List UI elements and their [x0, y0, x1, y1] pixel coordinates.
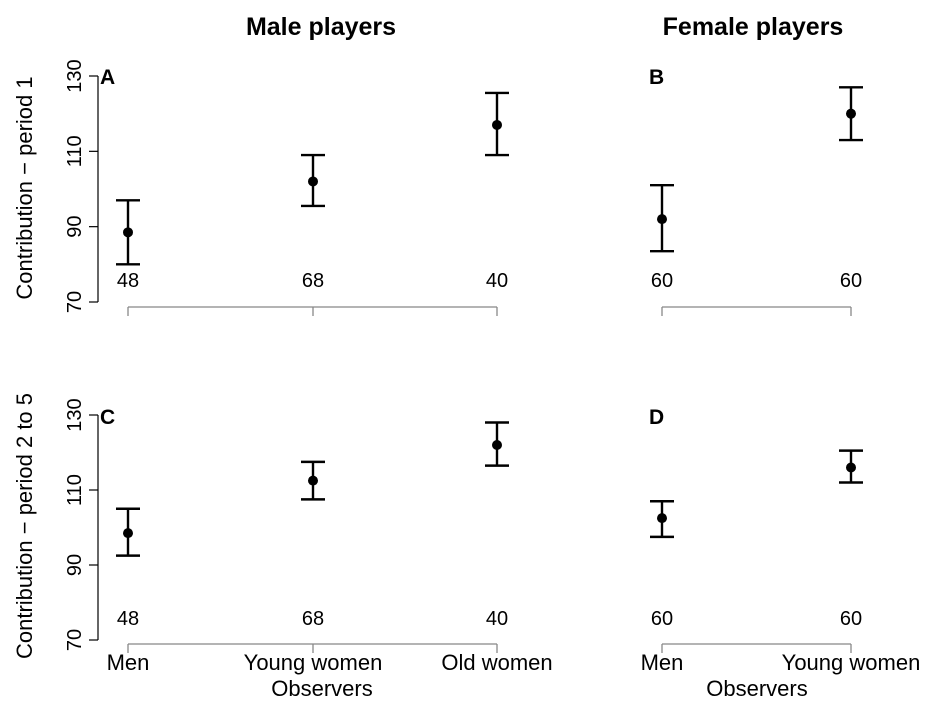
- x-tick-label-c-1: Young women: [244, 650, 383, 675]
- sample-size-label-c-0: 48: [117, 608, 139, 630]
- data-point-c-0: [123, 528, 133, 539]
- y-tick-label-c-110: 110: [64, 474, 86, 506]
- y-axis-label-c: Contribution − period 2 to 5: [12, 393, 37, 659]
- data-point-d-0: [657, 513, 667, 524]
- x-axis-label-c: Observers: [271, 676, 372, 701]
- sample-size-label-a-0: 48: [117, 270, 139, 292]
- x-tick-label-c-2: Old women: [441, 650, 552, 675]
- sample-size-label-c-2: 40: [486, 608, 508, 630]
- data-point-c-2: [492, 440, 502, 450]
- data-point-a-1: [308, 176, 318, 187]
- data-point-a-2: [492, 119, 502, 130]
- panel-a: A 70 90 110 130 Contribution − period 1 48 68 40: [12, 59, 509, 316]
- panel-label-d: D: [649, 406, 664, 429]
- data-point-c-1: [308, 475, 318, 486]
- column-title-male: Male players: [246, 13, 396, 41]
- panel-c: C 70 90 110 130 Contribution − period 2 to 5 4…: [12, 393, 553, 701]
- panel-label-b: B: [649, 66, 664, 89]
- y-tick-label-a-70: 70: [64, 291, 86, 313]
- column-title-female: Female players: [663, 13, 844, 41]
- y-tick-label-c-90: 90: [64, 554, 86, 576]
- x-tick-label-d-1: Young women: [782, 650, 921, 675]
- y-tick-label-c-130: 130: [64, 398, 86, 431]
- sample-size-label-b-1: 60: [840, 270, 862, 292]
- data-point-b-1: [846, 108, 856, 119]
- data-point-a-0: [123, 227, 133, 238]
- y-tick-label-c-70: 70: [64, 629, 86, 651]
- y-axis-label-a: Contribution − period 1: [12, 76, 37, 299]
- data-point-d-1: [846, 462, 856, 473]
- sample-size-label-d-0: 60: [651, 608, 673, 630]
- x-tick-label-d-0: Men: [641, 650, 684, 675]
- sample-size-label-a-2: 40: [486, 270, 508, 292]
- x-tick-label-c-0: Men: [107, 650, 150, 675]
- sample-size-label-a-1: 68: [302, 270, 324, 292]
- y-tick-label-a-110: 110: [64, 135, 86, 167]
- panel-label-c: C: [100, 406, 115, 429]
- sample-size-label-c-1: 68: [302, 608, 324, 630]
- panel-b: B 60 60: [649, 66, 863, 316]
- panels: A 70 90 110 130 Contribution − period 1 48 68 40…: [12, 59, 920, 701]
- sample-size-label-d-1: 60: [840, 608, 862, 630]
- x-axis-label-d: Observers: [706, 676, 807, 701]
- y-tick-label-a-130: 130: [64, 59, 86, 92]
- data-point-b-0: [657, 214, 667, 225]
- sample-size-label-b-0: 60: [651, 270, 673, 292]
- panel-label-a: A: [100, 66, 115, 89]
- y-tick-label-a-90: 90: [64, 216, 86, 238]
